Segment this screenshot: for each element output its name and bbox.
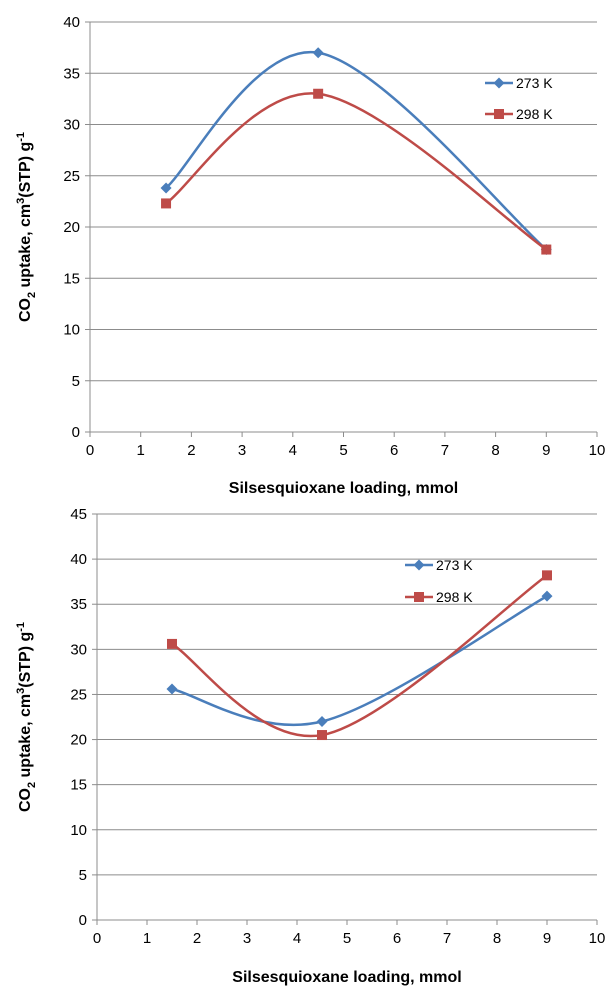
y-tick-label: 0: [72, 424, 80, 441]
x-tick-label: 5: [339, 442, 347, 459]
data-point: [160, 182, 172, 194]
x-tick-label: 3: [238, 442, 246, 459]
x-tick-label: 4: [289, 442, 297, 459]
x-tick-label: 2: [193, 930, 201, 947]
legend-marker: [413, 559, 425, 571]
chart-1: 0 5 10 15 20 25 30 35 40 0 1 2 3 4 5 6 7 8 9 10 Silsesquioxa…: [15, 14, 605, 497]
legend-marker: [494, 109, 504, 119]
legend-label: 298 K: [436, 589, 473, 605]
data-point: [541, 590, 553, 602]
x-tick-label: 9: [542, 442, 550, 459]
legend-marker: [414, 592, 424, 602]
y-tick-label: 45: [70, 506, 87, 523]
y-tick-label: 35: [70, 596, 87, 613]
y-axis-title: CO2 uptake, cm3(STP) g-1: [15, 622, 38, 812]
x-tick-label: 2: [187, 442, 195, 459]
x-tick-label: 10: [589, 442, 606, 459]
x-tick-label: 9: [543, 930, 551, 947]
data-point: [161, 198, 172, 209]
y-tick-label: 25: [63, 168, 80, 185]
y-tick-label: 20: [70, 732, 87, 749]
y-tick-label: 5: [79, 867, 87, 884]
x-tick-label: 1: [143, 930, 151, 947]
y-tick-label: 10: [63, 322, 80, 339]
x-axis-title: Silsesquioxane loading, mmol: [232, 969, 461, 986]
x-tick-label: 0: [93, 930, 101, 947]
y-tick-label: 35: [63, 65, 80, 82]
data-point: [541, 244, 552, 255]
y-tick-label: 30: [63, 117, 80, 134]
x-tick-label: 1: [137, 442, 145, 459]
x-tick-label: 10: [589, 930, 606, 947]
x-tick-label: 7: [441, 442, 449, 459]
y-tick-label: 40: [70, 551, 87, 568]
y-tick-label: 20: [63, 219, 80, 236]
y-tick-label: 5: [72, 373, 80, 390]
y-tick-label: 10: [70, 822, 87, 839]
x-tick-label: 0: [86, 442, 94, 459]
data-point: [312, 47, 324, 59]
y-tick-label: 40: [63, 14, 80, 31]
legend-marker: [493, 77, 505, 89]
y-tick-label: 15: [70, 777, 87, 794]
data-point: [317, 730, 327, 741]
x-tick-label: 6: [390, 442, 398, 459]
data-point: [167, 638, 177, 649]
x-tick-label: 8: [491, 442, 499, 459]
legend-label: 273 K: [436, 557, 473, 573]
legend-label: 273 K: [516, 75, 553, 91]
series-line-298 K: [165, 92, 548, 251]
data-point: [313, 88, 324, 99]
y-axis-title: CO2 uptake, cm3(STP) g-1: [15, 132, 38, 322]
x-tick-label: 6: [393, 930, 401, 947]
y-tick-label: 30: [70, 641, 87, 658]
data-point: [542, 570, 552, 581]
x-tick-label: 8: [493, 930, 501, 947]
x-axis-title: Silsesquioxane loading, mmol: [229, 480, 458, 497]
data-point: [166, 683, 178, 695]
x-tick-label: 5: [343, 930, 351, 947]
legend-label: 298 K: [516, 106, 553, 122]
y-tick-label: 25: [70, 686, 87, 703]
y-tick-label: 0: [79, 912, 87, 929]
x-tick-label: 3: [243, 930, 251, 947]
data-point: [316, 716, 328, 728]
series-line-273 K: [171, 595, 548, 727]
x-tick-label: 4: [293, 930, 301, 947]
x-tick-label: 7: [443, 930, 451, 947]
y-tick-label: 15: [63, 270, 80, 287]
